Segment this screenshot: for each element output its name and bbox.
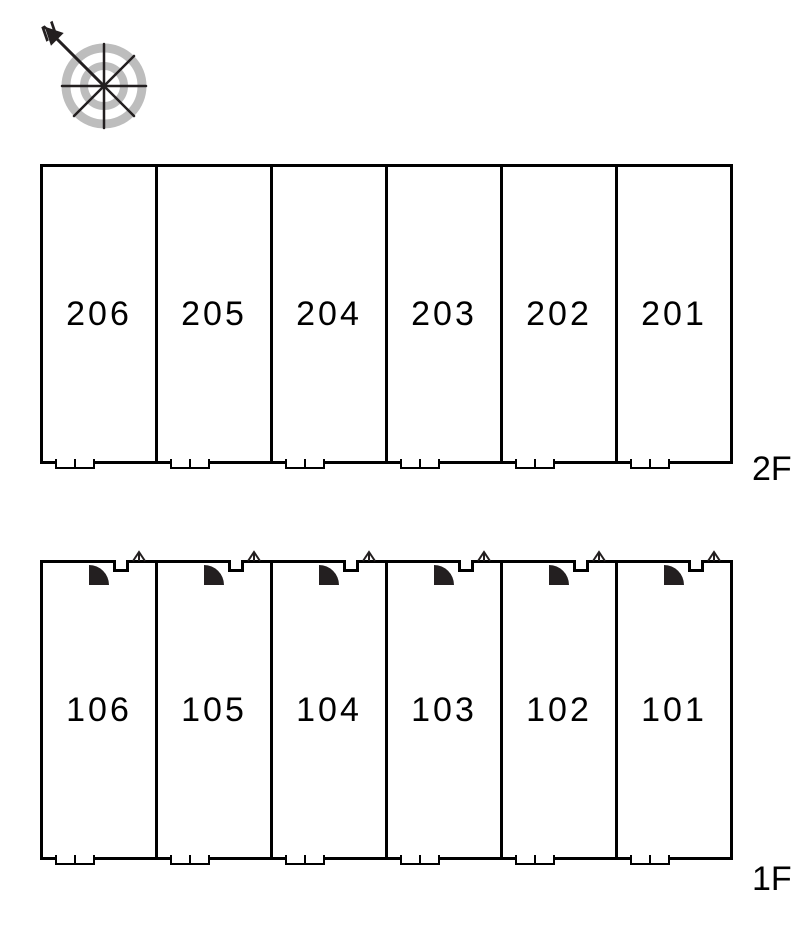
floor-1f: 106 105 104 103 102 101 bbox=[40, 560, 733, 860]
vent-icon bbox=[476, 549, 492, 559]
unit-105: 105 bbox=[155, 560, 273, 860]
door-opening bbox=[228, 560, 244, 572]
unit-202: 202 bbox=[500, 164, 618, 464]
door-swing-icon bbox=[89, 563, 111, 585]
door-opening bbox=[573, 560, 589, 572]
door-swing-icon bbox=[319, 563, 341, 585]
door-opening bbox=[113, 560, 129, 572]
unit-106: 106 bbox=[40, 560, 158, 860]
unit-label: 206 bbox=[66, 295, 132, 334]
door-swing-icon bbox=[549, 563, 571, 585]
window-icon bbox=[630, 855, 670, 865]
unit-label: 202 bbox=[526, 295, 592, 334]
door-opening bbox=[458, 560, 474, 572]
vent-icon bbox=[361, 549, 377, 559]
window-icon bbox=[170, 459, 210, 469]
unit-206: 206 bbox=[40, 164, 158, 464]
vent-icon bbox=[706, 549, 722, 559]
unit-204: 204 bbox=[270, 164, 388, 464]
unit-label: 204 bbox=[296, 295, 362, 334]
unit-201: 201 bbox=[615, 164, 733, 464]
unit-203: 203 bbox=[385, 164, 503, 464]
unit-104: 104 bbox=[270, 560, 388, 860]
unit-label: 104 bbox=[296, 691, 362, 730]
unit-label: 201 bbox=[641, 295, 707, 334]
window-icon bbox=[400, 855, 440, 865]
unit-205: 205 bbox=[155, 164, 273, 464]
unit-103: 103 bbox=[385, 560, 503, 860]
window-icon bbox=[400, 459, 440, 469]
window-icon bbox=[55, 855, 95, 865]
window-icon bbox=[630, 459, 670, 469]
unit-101: 101 bbox=[615, 560, 733, 860]
unit-label: 203 bbox=[411, 295, 477, 334]
door-opening bbox=[688, 560, 704, 572]
door-opening bbox=[343, 560, 359, 572]
door-swing-icon bbox=[434, 563, 456, 585]
door-swing-icon bbox=[204, 563, 226, 585]
window-icon bbox=[285, 459, 325, 469]
window-icon bbox=[285, 855, 325, 865]
vent-icon bbox=[591, 549, 607, 559]
floor-label-2f: 2F bbox=[752, 450, 792, 489]
unit-label: 102 bbox=[526, 691, 592, 730]
window-icon bbox=[55, 459, 95, 469]
floor-label-1f: 1F bbox=[752, 860, 792, 899]
window-icon bbox=[515, 855, 555, 865]
window-icon bbox=[170, 855, 210, 865]
window-icon bbox=[515, 459, 555, 469]
door-swing-icon bbox=[664, 563, 686, 585]
unit-label: 101 bbox=[641, 691, 707, 730]
unit-label: 205 bbox=[181, 295, 247, 334]
units-row: 206 205 204 203 202 201 bbox=[40, 164, 733, 464]
units-row: 106 105 104 103 102 101 bbox=[40, 560, 733, 860]
vent-icon bbox=[246, 549, 262, 559]
vent-icon bbox=[131, 549, 147, 559]
compass-rose: N bbox=[24, 16, 154, 141]
unit-label: 106 bbox=[66, 691, 132, 730]
floor-2f: 206 205 204 203 202 201 bbox=[40, 164, 733, 464]
unit-102: 102 bbox=[500, 560, 618, 860]
unit-label: 103 bbox=[411, 691, 477, 730]
unit-label: 105 bbox=[181, 691, 247, 730]
